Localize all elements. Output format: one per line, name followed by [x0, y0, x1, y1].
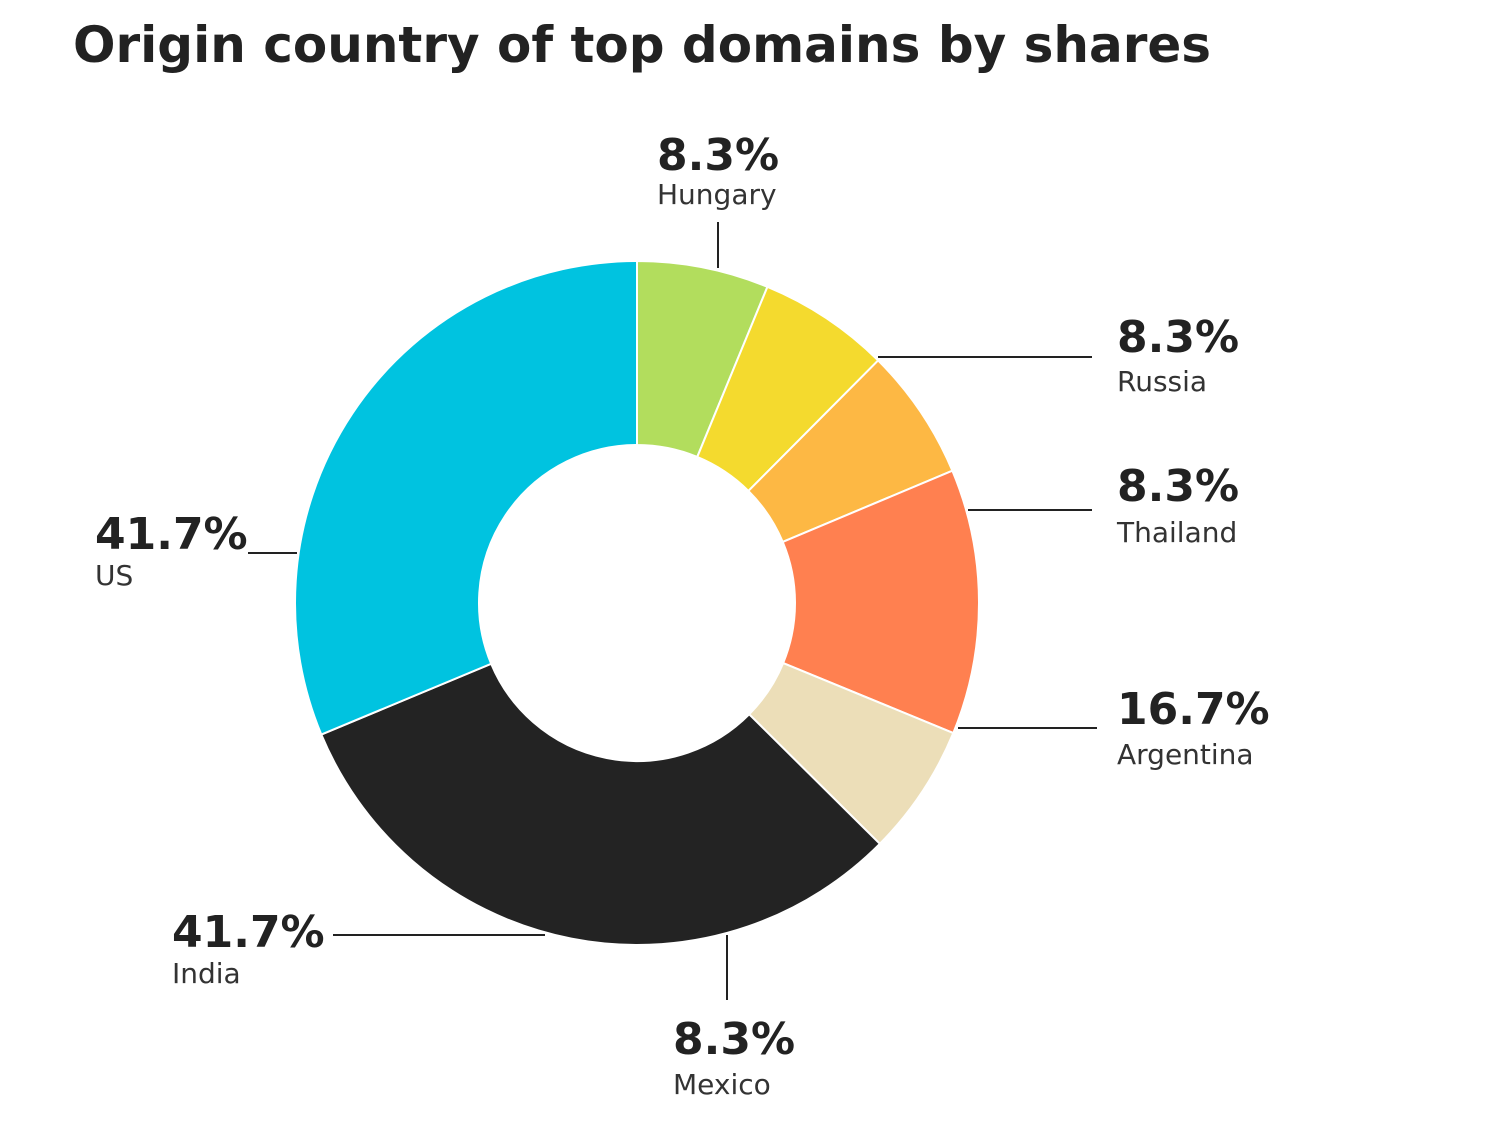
value-label: 8.3% — [1117, 461, 1239, 512]
value-label: 8.3% — [1117, 312, 1239, 363]
category-label: Argentina — [1117, 738, 1254, 771]
value-label: 41.7% — [172, 907, 325, 958]
slice — [781, 469, 980, 735]
category-label: US — [95, 559, 133, 592]
category-label: Mexico — [673, 1068, 771, 1101]
chart-title: Origin country of top domains by shares — [73, 16, 1211, 74]
value-label: 8.3% — [673, 1014, 795, 1065]
category-label: Russia — [1117, 365, 1207, 398]
value-label: 16.7% — [1117, 684, 1270, 735]
value-label: 8.3% — [657, 130, 779, 181]
slice — [294, 259, 638, 736]
category-label: Thailand — [1116, 516, 1237, 549]
value-label: 41.7% — [95, 509, 248, 560]
category-label: India — [172, 957, 241, 990]
slice — [319, 662, 882, 946]
category-label: Hungary — [657, 178, 777, 211]
